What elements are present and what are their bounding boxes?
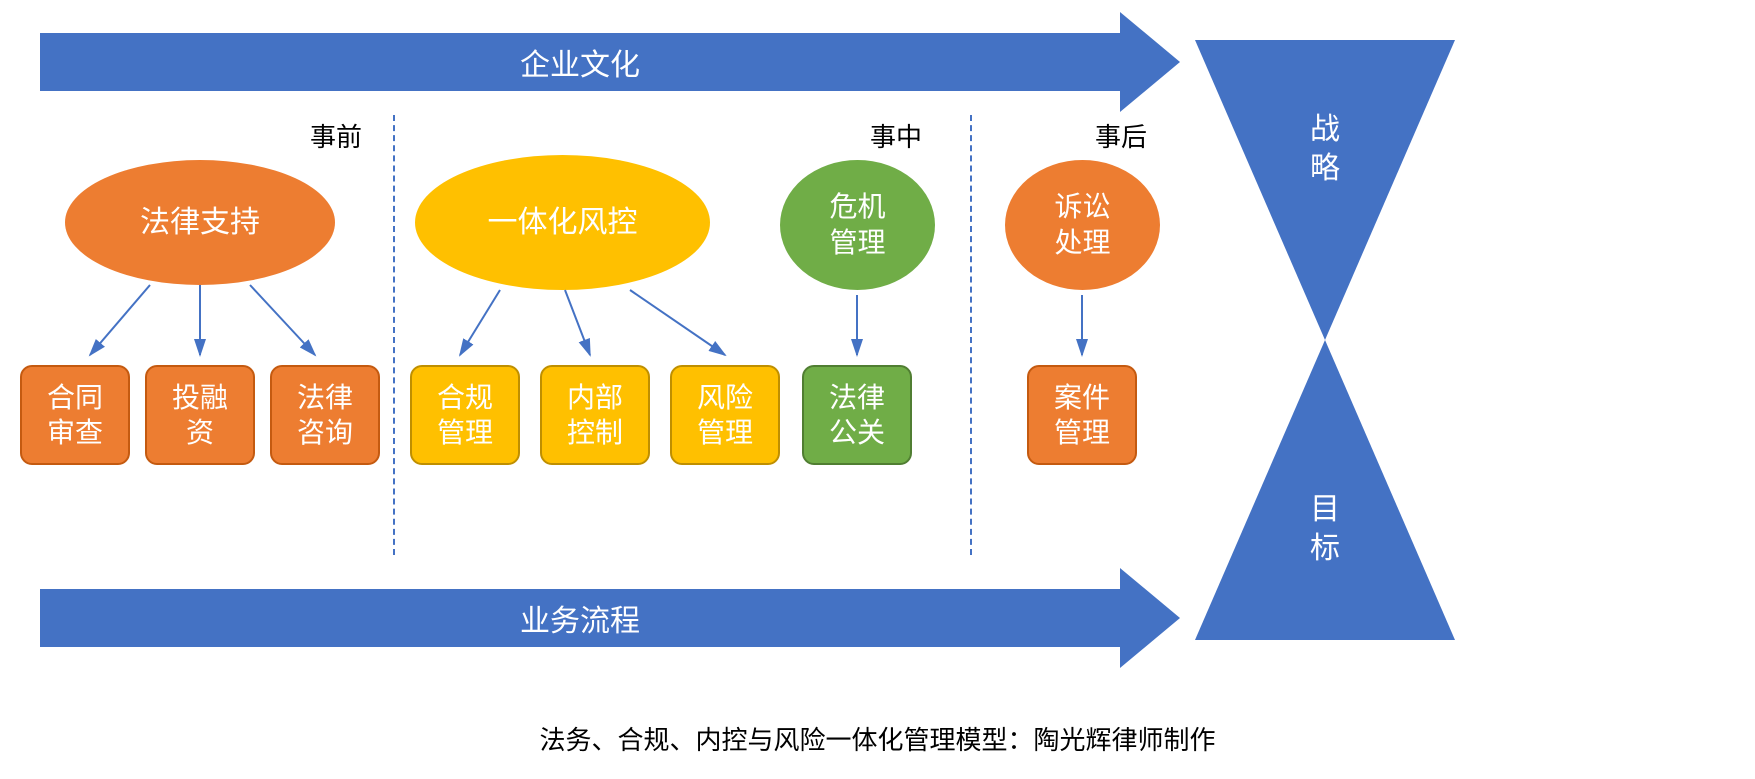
diagram-canvas: 企业文化 业务流程 战略 目标 事前 事中 事后 法律支持 一体化风控 危机管理…	[0, 0, 1755, 779]
box-compliance-mgmt: 合规管理	[410, 365, 520, 465]
bottom-arrow-head	[1120, 568, 1180, 668]
bottom-arrow: 业务流程	[40, 589, 1120, 647]
box-risk-mgmt: 风险管理	[670, 365, 780, 465]
divider-2	[970, 115, 972, 555]
caption: 法务、合规、内控与风险一体化管理模型：陶光辉律师制作	[0, 720, 1755, 757]
hourglass-bottom-label: 目标	[1305, 490, 1345, 568]
phase-during: 事中	[870, 117, 922, 154]
box-invest-finance: 投融资	[145, 365, 255, 465]
box-case-mgmt: 案件管理	[1027, 365, 1137, 465]
box-legal-consult: 法律咨询	[270, 365, 380, 465]
ellipse-litigation: 诉讼处理	[1005, 160, 1160, 290]
hourglass-top-label: 战略	[1305, 110, 1345, 188]
phase-after: 事后	[1095, 117, 1147, 154]
box-compliance-mgmt-label: 合规管理	[437, 380, 493, 450]
ellipse-integrated-risk: 一体化风控	[415, 155, 710, 290]
box-contract-review-label: 合同审查	[47, 380, 103, 450]
divider-1	[393, 115, 395, 555]
box-legal-pr: 法律公关	[802, 365, 912, 465]
box-legal-consult-label: 法律咨询	[297, 380, 353, 450]
box-legal-pr-label: 法律公关	[829, 380, 885, 450]
top-arrow-head	[1120, 12, 1180, 112]
box-internal-control: 内部控制	[540, 365, 650, 465]
top-arrow: 企业文化	[40, 33, 1120, 91]
phase-before: 事前	[310, 117, 362, 154]
box-risk-mgmt-label: 风险管理	[697, 380, 753, 450]
box-contract-review: 合同审查	[20, 365, 130, 465]
box-invest-finance-label: 投融资	[172, 380, 228, 450]
top-arrow-label: 企业文化	[520, 40, 640, 84]
hourglass-top	[1195, 40, 1455, 340]
box-internal-control-label: 内部控制	[567, 380, 623, 450]
ellipse-crisis-mgmt: 危机管理	[780, 160, 935, 290]
bottom-arrow-label: 业务流程	[520, 596, 640, 640]
ellipse-litigation-label: 诉讼处理	[1054, 189, 1110, 262]
box-case-mgmt-label: 案件管理	[1054, 380, 1110, 450]
ellipse-legal-support: 法律支持	[65, 160, 335, 285]
ellipse-crisis-mgmt-label: 危机管理	[829, 189, 885, 262]
